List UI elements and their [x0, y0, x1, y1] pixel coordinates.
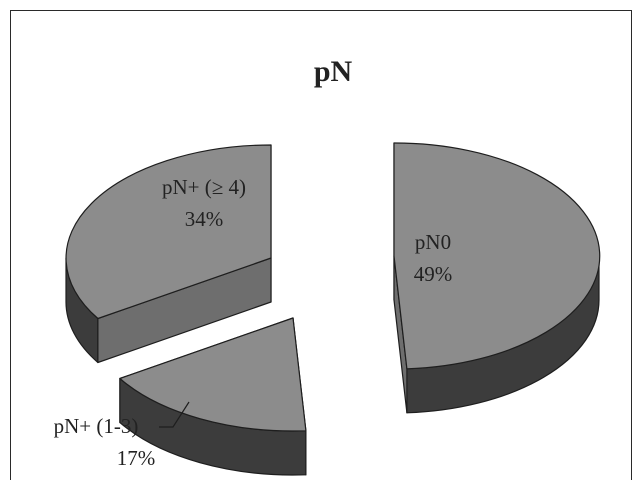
- slice-1-top: [119, 317, 307, 432]
- slice-2-percent-label: 34%: [185, 207, 224, 231]
- slice-1-leader-line: [159, 401, 190, 428]
- slice-0-percent-label: 49%: [414, 262, 453, 286]
- slice-1: [119, 317, 307, 476]
- pie-labels: pN0 49% pN+ (1-3) 17% pN+ (≥ 4) 34%: [54, 175, 453, 470]
- slice-0-name-label: pN0: [415, 230, 451, 254]
- pie-chart: pN pN0 49% pN+ (1-3) 17% pN+ (≥ 4) 34%: [54, 55, 601, 476]
- slice-2-name-label: pN+ (≥ 4): [162, 175, 246, 199]
- slice-1-percent-label: 17%: [117, 446, 156, 470]
- slice-2: [65, 144, 272, 364]
- chart-frame: pN pN0 49% pN+ (1-3) 17% pN+ (≥ 4) 34%: [10, 10, 632, 480]
- slice-0: [393, 142, 601, 414]
- chart-title: pN: [314, 55, 353, 88]
- pie-slices: [65, 142, 601, 476]
- slice-1-name-label: pN+ (1-3): [54, 414, 139, 438]
- slice-2-top: [65, 144, 272, 320]
- slice-0-top: [393, 142, 601, 370]
